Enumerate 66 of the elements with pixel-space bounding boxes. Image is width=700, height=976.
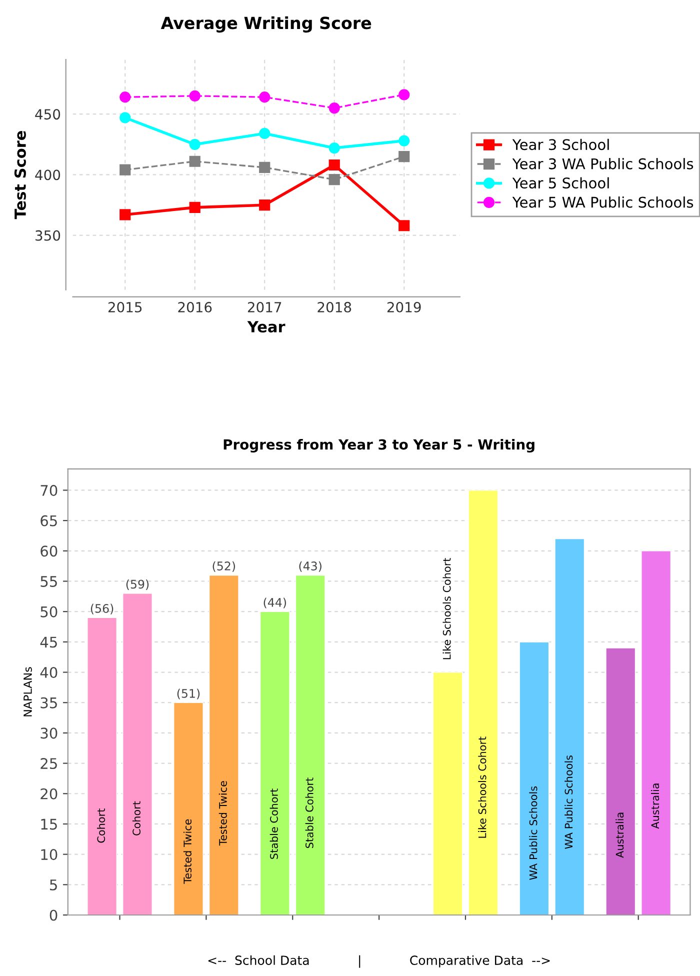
y-tick-label: 400 [35, 170, 60, 180]
y-axis-title: Test Score [14, 130, 26, 220]
bar [606, 648, 636, 915]
y-tick-label: 35 [40, 697, 57, 708]
y-tick-label: 30 [40, 728, 58, 739]
x-tick-label: Stable Cohort [305, 778, 314, 848]
legend-label: Year 3 WA Public Schools [512, 158, 694, 170]
point [189, 138, 200, 150]
y-tick-label: 40 [40, 666, 58, 678]
point [259, 162, 270, 173]
y-tick-label: 60 [40, 546, 58, 557]
x-tick-label: 2015 [108, 302, 142, 312]
y-tick-label: 350 [36, 230, 60, 241]
annotation: (44) [264, 598, 286, 608]
annotation: (43) [299, 561, 322, 572]
point [120, 92, 131, 103]
y-tick-label: 20 [40, 788, 58, 800]
point [189, 90, 200, 102]
annotation: (51) [177, 688, 200, 700]
point [120, 164, 131, 176]
point [189, 202, 200, 213]
annotation: (56) [90, 604, 114, 614]
x-tick-label: 2018 [318, 302, 352, 312]
y-tick-label: 55 [40, 576, 57, 587]
x-axis-title: <-- School Data | Comparative Data --> [208, 955, 550, 968]
point [259, 128, 270, 140]
y-tick-label: 450 [35, 109, 60, 120]
x-axis-title: Year [247, 321, 286, 332]
point [328, 159, 340, 171]
chart-title: Progress from Year 3 to Year 5 - Writing [224, 438, 534, 453]
legend-label: Year 5 School [512, 177, 609, 189]
y-tick-label: 0 [50, 910, 58, 921]
chart-title: Average Writing Score [160, 16, 372, 33]
bar [640, 550, 672, 915]
point [398, 150, 410, 162]
point [120, 209, 131, 220]
point [259, 199, 270, 211]
legend-label: Year 3 School [512, 138, 609, 150]
y-axis-title: NAPLANs [24, 667, 32, 716]
x-tick-label: WA Public Schools [564, 755, 573, 849]
point [328, 142, 340, 154]
y-tick-label: 10 [41, 849, 58, 860]
point [328, 174, 340, 186]
y-tick-label: 15 [41, 818, 57, 830]
y-tick-label: 5 [50, 880, 57, 890]
y-tick-label: 70 [40, 484, 58, 496]
x-tick-label: 2019 [387, 302, 421, 312]
point [398, 135, 410, 146]
y-tick-label: 45 [40, 636, 57, 648]
y-tick-label: 25 [40, 758, 57, 770]
point [120, 112, 131, 124]
point [328, 102, 340, 114]
annotation: (59) [126, 580, 149, 590]
point [259, 92, 270, 103]
x-tick-label: 2016 [178, 302, 212, 312]
legend-label: Year 5 WA Public Schools [512, 196, 694, 208]
y-tick-label: 65 [40, 515, 57, 526]
x-tick-label: 2017 [248, 302, 282, 312]
point [189, 156, 200, 167]
annotation: (52) [212, 561, 236, 572]
point [398, 220, 410, 232]
x-tick-label: Cohort [97, 808, 106, 843]
x-tick-label: Australia [616, 812, 624, 858]
y-tick-label: 50 [40, 606, 58, 618]
x-tick-label: Tested Twice [218, 781, 227, 846]
point [398, 89, 410, 100]
